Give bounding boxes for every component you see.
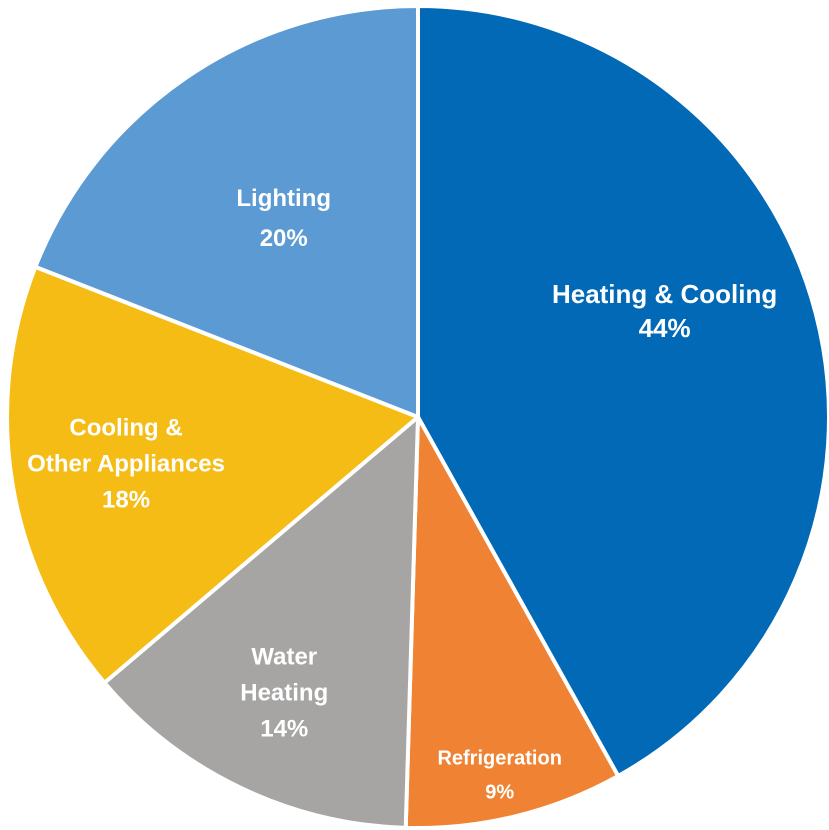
pie-labels: Heating & Cooling 44% Refrigeration 9% Water… <box>27 185 777 803</box>
pie-slice-refrigeration <box>403 415 621 830</box>
slice-category-label: Cooling & <box>69 415 182 442</box>
slice-category-label: Other Appliances <box>27 451 225 478</box>
slice-category-label: Refrigeration <box>437 748 561 770</box>
pie-slice-cooling-and-other-appliances <box>5 264 420 685</box>
slice-label-cooling-and-other-appliances: Cooling & Other Appliances 18% <box>27 415 225 514</box>
slice-category-label: Lighting <box>236 185 331 212</box>
slice-label-water-heating: Water Heating 14% <box>240 644 328 743</box>
pie-slices <box>5 4 829 830</box>
slice-value-label: 20% <box>260 225 308 252</box>
slice-category-label: Water <box>251 644 317 671</box>
pie-slice-water-heating <box>102 415 420 830</box>
slice-value-label: 9% <box>485 782 514 804</box>
pie-slice-heating-and-cooling <box>416 4 829 778</box>
slice-label-heating-and-cooling: Heating & Cooling 44% <box>552 279 777 343</box>
slice-value-label: 18% <box>102 487 150 514</box>
slice-value-label: 14% <box>260 716 308 743</box>
slice-label-refrigeration: Refrigeration 9% <box>437 748 561 804</box>
slice-category-label: Heating & Cooling <box>552 279 777 309</box>
slice-label-lighting: Lighting 20% <box>236 185 331 252</box>
slice-value-label: 44% <box>639 313 691 343</box>
pie-slice-lighting <box>33 4 420 419</box>
slice-category-label: Heating <box>240 680 328 707</box>
